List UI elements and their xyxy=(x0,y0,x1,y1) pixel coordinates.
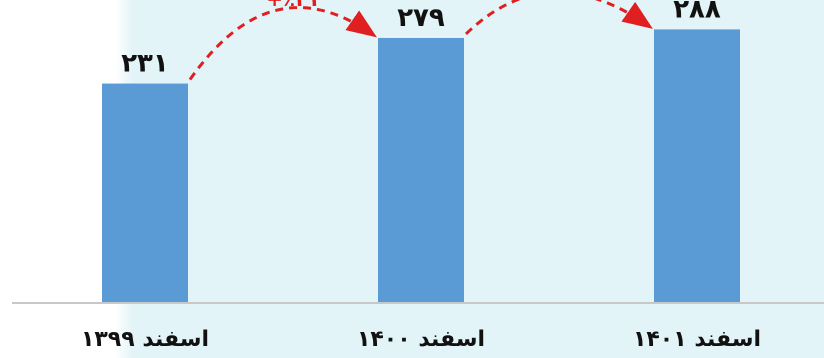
growth-label-0: +٪۳۱ xyxy=(266,0,319,11)
category-label-1: اسفند ۱۴۰۰ xyxy=(357,327,485,352)
growth-arrow-0 xyxy=(188,6,377,81)
bar-2 xyxy=(654,29,740,304)
bar-value-label-0: ۲۳۱ xyxy=(121,49,169,79)
bar-value-label-1: ۲۷۹ xyxy=(397,3,445,33)
bar-value-label-2: ۲۸۸ xyxy=(673,0,721,24)
bar-1 xyxy=(378,37,464,303)
bar-0 xyxy=(102,83,188,303)
category-label-2: اسفند ۱۴۰۱ xyxy=(633,327,761,352)
growth-arrow-1 xyxy=(464,0,653,36)
category-label-0: اسفند ۱۳۹۹ xyxy=(81,327,209,352)
